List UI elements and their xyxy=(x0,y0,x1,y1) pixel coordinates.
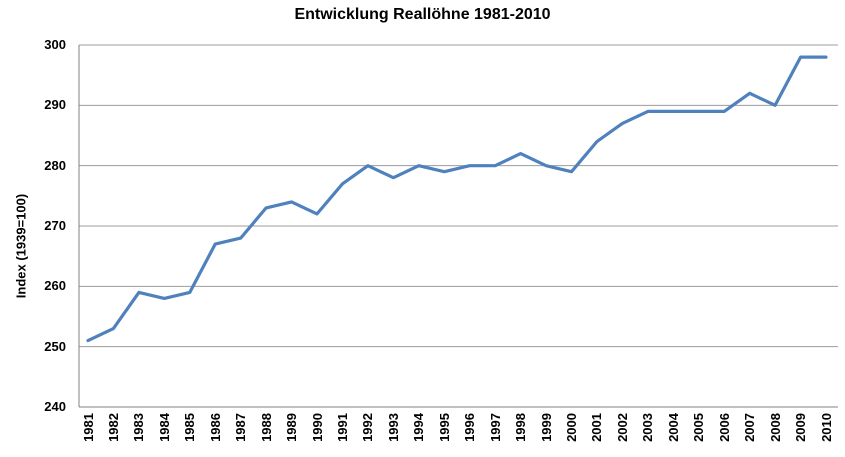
x-tick-label: 1985 xyxy=(182,413,198,442)
x-tick-label: 1996 xyxy=(462,413,478,442)
x-tick-label: 1994 xyxy=(411,413,427,442)
x-tick-label: 2006 xyxy=(716,413,732,442)
x-tick-label: 1983 xyxy=(131,413,147,442)
x-tick-label: 2002 xyxy=(614,413,630,442)
x-tick-label: 2000 xyxy=(564,413,580,442)
y-tick-label: 270 xyxy=(44,218,66,233)
x-tick-label: 1986 xyxy=(207,413,223,442)
x-tick-label: 1992 xyxy=(360,413,376,442)
x-tick-label: 1995 xyxy=(436,413,452,442)
y-tick-label: 290 xyxy=(44,97,66,113)
x-tick-label: 1991 xyxy=(334,413,350,442)
x-tick-label: 1999 xyxy=(538,413,554,442)
x-tick-label: 1987 xyxy=(233,413,249,442)
y-tick-label: 240 xyxy=(44,399,66,414)
x-tick-label: 2008 xyxy=(767,413,783,442)
x-tick-label: 2005 xyxy=(691,413,707,442)
x-tick-label: 1990 xyxy=(309,413,325,442)
x-tick-label: 1982 xyxy=(105,413,121,442)
x-tick-label: 1981 xyxy=(80,413,96,442)
x-tick-label: 2003 xyxy=(640,413,656,442)
x-tick-label: 2009 xyxy=(793,413,809,442)
y-tick-label: 300 xyxy=(44,37,66,52)
x-tick-label: 2004 xyxy=(665,413,681,442)
y-tick-label: 250 xyxy=(44,338,66,354)
x-tick-label: 1989 xyxy=(284,413,300,442)
x-tick-label: 2001 xyxy=(589,413,605,442)
y-tick-label: 280 xyxy=(44,157,66,173)
x-tick-label: 1998 xyxy=(513,413,529,442)
x-tick-label: 1997 xyxy=(487,413,503,442)
x-tick-label: 1984 xyxy=(156,413,172,442)
x-tick-label: 1988 xyxy=(258,413,274,442)
x-tick-label: 1993 xyxy=(385,413,401,442)
x-tick-label: 2007 xyxy=(742,413,758,442)
y-tick-label: 260 xyxy=(44,278,66,294)
series-line xyxy=(86,55,828,343)
chart-title: Entwicklung Reallöhne 1981-2010 xyxy=(294,6,551,23)
x-tick-label: 2010 xyxy=(818,413,834,442)
